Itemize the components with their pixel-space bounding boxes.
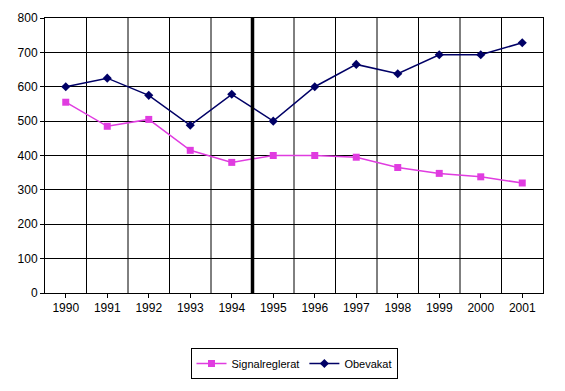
svg-text:1997: 1997	[343, 301, 370, 315]
svg-text:300: 300	[18, 183, 38, 197]
svg-text:1993: 1993	[177, 301, 204, 315]
svg-text:1994: 1994	[218, 301, 245, 315]
svg-text:0: 0	[31, 286, 38, 300]
svg-text:2001: 2001	[509, 301, 536, 315]
svg-text:1995: 1995	[260, 301, 287, 315]
svg-text:400: 400	[18, 149, 38, 163]
svg-text:200: 200	[18, 217, 38, 231]
svg-text:Signalreglerat: Signalreglerat	[232, 358, 300, 370]
svg-text:700: 700	[18, 46, 38, 60]
svg-text:1990: 1990	[52, 301, 79, 315]
svg-text:1991: 1991	[94, 301, 121, 315]
svg-text:1992: 1992	[135, 301, 162, 315]
svg-text:100: 100	[18, 252, 38, 266]
svg-text:2000: 2000	[467, 301, 494, 315]
svg-text:800: 800	[18, 11, 38, 25]
svg-text:1996: 1996	[301, 301, 328, 315]
svg-text:500: 500	[18, 114, 38, 128]
svg-text:600: 600	[18, 80, 38, 94]
svg-text:1999: 1999	[426, 301, 453, 315]
svg-text:1998: 1998	[384, 301, 411, 315]
svg-text:Obevakat: Obevakat	[344, 358, 391, 370]
